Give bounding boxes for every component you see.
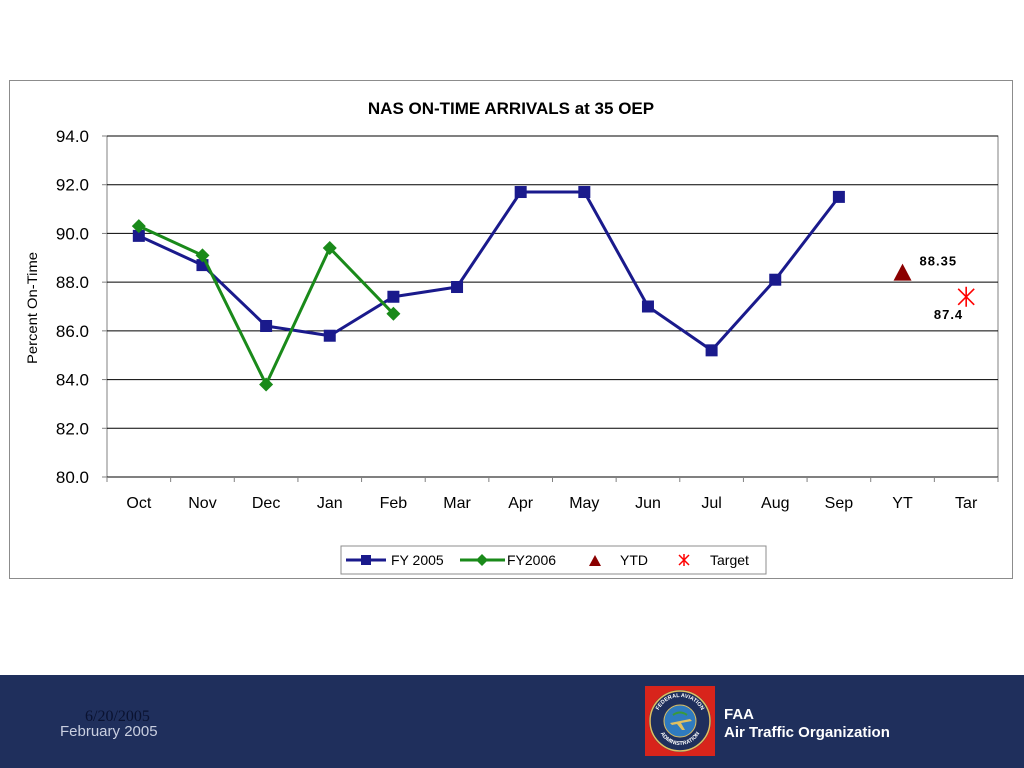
y-tick-label: 82.0 xyxy=(56,419,89,438)
legend-label-target: Target xyxy=(710,552,749,568)
x-tick-label: Jun xyxy=(635,495,661,512)
data-label-target: 87.4 xyxy=(934,307,963,322)
org-name-faa: FAA xyxy=(724,706,754,723)
data-point-fy2005 xyxy=(641,300,654,313)
data-point-fy2005 xyxy=(578,186,591,199)
line-chart: NAS ON-TIME ARRIVALS at 35 OEP Percent O… xyxy=(24,99,999,575)
x-tick-label: Sep xyxy=(825,495,854,512)
legend-item-ytd: YTD xyxy=(589,552,648,568)
chart-frame: NAS ON-TIME ARRIVALS at 35 OEP Percent O… xyxy=(9,80,1013,579)
chart-title: NAS ON-TIME ARRIVALS at 35 OEP xyxy=(368,99,654,118)
series-line-fy2006 xyxy=(138,224,395,386)
faa-seal-logo: FEDERAL AVIATION ADMINISTRATION xyxy=(645,686,715,756)
legend-item-fy2006: FY2006 xyxy=(460,552,556,568)
y-tick-label: 80.0 xyxy=(56,468,89,487)
data-point-fy2005 xyxy=(387,290,400,303)
data-point-fy2005 xyxy=(323,329,336,342)
series-line-fy2005 xyxy=(138,190,841,352)
data-point-fy2005 xyxy=(705,344,718,357)
x-tick-label: Mar xyxy=(443,495,471,512)
legend-item-fy2005: FY 2005 xyxy=(346,552,444,568)
y-axis-label: Percent On-Time xyxy=(24,252,40,364)
x-tick-label: Aug xyxy=(761,495,789,512)
data-label-ytd: 88.35 xyxy=(920,254,958,269)
x-tick-label: Feb xyxy=(380,495,408,512)
grid xyxy=(106,135,999,478)
x-tick-label: Jan xyxy=(317,495,343,512)
data-point-ytd xyxy=(893,263,912,281)
data-point-fy2005 xyxy=(132,229,145,242)
legend-box xyxy=(340,545,767,575)
x-tick-label: May xyxy=(569,495,599,512)
y-tick-label: 86.0 xyxy=(56,322,89,341)
data-point-fy2006 xyxy=(259,377,274,392)
data-point-fy2006 xyxy=(322,241,337,256)
y-tick-label: 92.0 xyxy=(56,176,89,195)
series xyxy=(131,186,975,392)
x-tick-label: Jul xyxy=(701,495,721,512)
data-labels: 88.35 87.4 xyxy=(920,254,963,322)
y-tick-label: 88.0 xyxy=(56,273,89,292)
x-tick-label: Dec xyxy=(252,495,280,512)
y-tick-label: 94.0 xyxy=(56,127,89,146)
plot-area xyxy=(106,135,999,478)
y-tick-label: 90.0 xyxy=(56,224,89,243)
data-point-target xyxy=(957,286,975,307)
data-point-fy2005 xyxy=(260,319,273,332)
data-point-fy2005 xyxy=(832,190,845,203)
legend-label-ytd: YTD xyxy=(620,552,648,568)
legend-label-fy2005: FY 2005 xyxy=(391,552,444,568)
org-name-ato: Air Traffic Organization xyxy=(724,724,890,741)
x-tick-label: YT xyxy=(892,495,913,512)
data-point-fy2006 xyxy=(131,219,146,234)
footer-bar: 6/20/2005 February 2005 FEDERAL AVIATION… xyxy=(0,675,1024,768)
x-tick-label: Oct xyxy=(126,495,151,512)
legend: FY 2005 FY2006 YTD Target xyxy=(340,545,767,575)
x-tick-label: Apr xyxy=(508,495,534,512)
y-tick-label: 84.0 xyxy=(56,371,89,390)
data-point-fy2005 xyxy=(514,186,527,199)
legend-label-fy2006: FY2006 xyxy=(507,552,556,568)
data-point-fy2005 xyxy=(769,273,782,286)
data-point-fy2006 xyxy=(195,248,210,263)
x-tick-label: Tar xyxy=(955,495,978,512)
footer-date: 6/20/2005 xyxy=(85,708,150,725)
legend-item-target: Target xyxy=(678,552,749,568)
footer-month: February 2005 xyxy=(60,723,158,740)
x-tick-label: Nov xyxy=(188,495,216,512)
data-point-fy2006 xyxy=(386,306,401,321)
axes: 94.0 92.0 90.0 88.0 86.0 84.0 82.0 80.0 Oct Nov De… xyxy=(56,127,999,512)
data-point-fy2005 xyxy=(451,281,464,294)
